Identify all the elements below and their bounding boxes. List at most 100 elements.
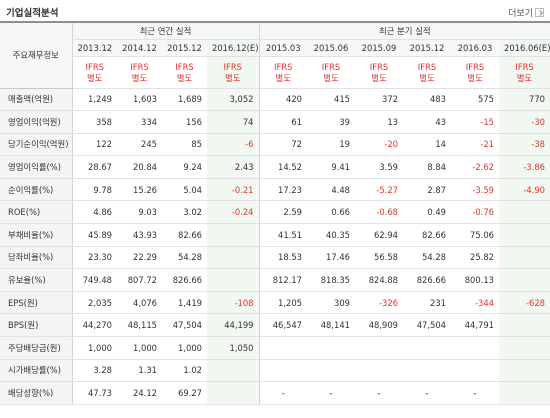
data-cell: [207, 381, 259, 405]
data-cell: -344: [451, 291, 499, 315]
data-cell: 2.87: [403, 178, 451, 202]
data-cell: 826.66: [403, 268, 451, 292]
data-cell: [403, 336, 451, 360]
data-cell: 17.46: [307, 246, 355, 270]
row-label: 유보율(%): [0, 268, 72, 292]
row-label: 순이익률(%): [0, 178, 72, 202]
ifrs-badge: IFRS 별도: [403, 56, 451, 89]
ifrs-badge: IFRS 별도: [451, 56, 499, 89]
data-cell: 415: [307, 88, 355, 112]
ifrs-line2: 별도: [419, 72, 435, 83]
arrow-right-icon: [535, 8, 544, 17]
data-cell: 28.67: [71, 155, 117, 179]
period-header: 2015.06: [307, 39, 355, 57]
ifrs-badge: IFRS 별도: [258, 56, 307, 89]
data-cell: 2.59: [258, 200, 307, 225]
more-link[interactable]: 더보기: [508, 6, 544, 19]
data-cell: 3.02: [162, 200, 207, 225]
data-cell: 48,115: [117, 313, 162, 338]
data-cell: -5.27: [355, 178, 403, 202]
data-cell: 2,035: [71, 291, 117, 315]
row-label: ROE(%): [0, 200, 72, 225]
table-row: ROE(%) 4.86 9.03 3.02 -0.24 2.59 0.66 -0.68 0.49…: [0, 200, 550, 225]
data-cell: [207, 223, 259, 247]
row-label: 당기순이익(억원): [0, 133, 72, 157]
data-cell: 309: [307, 291, 355, 315]
period-header: 2015.03: [258, 39, 307, 57]
period-header: 2014.12: [117, 39, 162, 57]
data-cell: [499, 359, 550, 383]
ifrs-line1: IFRS: [417, 61, 437, 72]
ifrs-line2: 별도: [275, 72, 291, 83]
table-row: BPS(원) 44,270 48,115 47,504 44,199 46,547 48,1…: [0, 313, 550, 338]
ifrs-line1: IFRS: [223, 61, 242, 72]
data-cell: 69.27: [162, 381, 207, 405]
data-cell: 44,791: [451, 313, 499, 338]
table-row: 당기순이익(억원) 122 245 85 -6 72 19 -20 14 -21 -38: [0, 133, 550, 157]
data-cell: 41.51: [258, 223, 307, 247]
data-cell: 74: [207, 110, 259, 134]
data-cell: [499, 268, 550, 292]
data-cell: 1.31: [117, 359, 162, 383]
data-cell: 15.26: [117, 178, 162, 202]
data-cell: -3.59: [451, 178, 499, 202]
row-label: 영업이익(억원): [0, 110, 72, 134]
data-cell: 1,000: [117, 336, 162, 360]
period-header: 2016.12(E): [207, 39, 259, 57]
data-cell: 25.82: [451, 246, 499, 270]
data-cell: [307, 336, 355, 360]
data-cell: -: [307, 381, 355, 405]
data-cell: 8.84: [403, 155, 451, 179]
data-cell: 245: [117, 133, 162, 157]
data-cell: -38: [499, 133, 550, 157]
data-cell: [499, 381, 550, 405]
ifrs-badge: IFRS 별도: [117, 56, 162, 89]
data-cell: -0.68: [355, 200, 403, 225]
ifrs-line1: IFRS: [130, 61, 149, 72]
data-cell: 3,052: [207, 88, 259, 112]
data-cell: 14.52: [258, 155, 307, 179]
ifrs-line1: IFRS: [274, 61, 293, 72]
data-cell: 43: [403, 110, 451, 134]
table-row: 영업이익(억원) 358 334 156 74 61 39 13 43 -15 -30: [0, 110, 550, 134]
period-header: 2015.09: [355, 39, 403, 57]
data-cell: 17.23: [258, 178, 307, 202]
data-cell: 18.53: [258, 246, 307, 270]
period-header: 2015.12: [403, 39, 451, 57]
data-cell: 1,000: [71, 336, 117, 360]
data-cell: 231: [403, 291, 451, 315]
data-cell: 9.24: [162, 155, 207, 179]
more-label: 더보기: [508, 9, 533, 19]
data-cell: 72: [258, 133, 307, 157]
data-cell: 19: [307, 133, 355, 157]
data-cell: 13: [355, 110, 403, 134]
data-cell: [207, 246, 259, 270]
table-row: 유보율(%) 749.48 807.72 826.66 812.17 818.35 824.…: [0, 268, 550, 292]
data-cell: -326: [355, 291, 403, 315]
data-cell: 0.49: [403, 200, 451, 225]
ifrs-line2: 별도: [87, 72, 103, 83]
data-cell: 3.28: [71, 359, 117, 383]
data-cell: -4.90: [499, 178, 550, 202]
table-row: 배당성향(%) 47.73 24.12 69.27- - - - -: [0, 381, 550, 405]
data-cell: 47,504: [403, 313, 451, 338]
data-cell: 47.73: [71, 381, 117, 405]
data-cell: [499, 246, 550, 270]
data-cell: 770: [499, 88, 550, 112]
data-cell: 2.43: [207, 155, 259, 179]
table-row: 당좌비율(%) 23.30 22.29 54.28 18.53 17.46 56.58 54.…: [0, 246, 550, 270]
period-header: 2015.12: [162, 39, 207, 57]
period-header: 2016.06(E): [499, 39, 550, 57]
data-cell: 54.28: [162, 246, 207, 270]
ifrs-line1: IFRS: [175, 61, 194, 72]
data-cell: -: [355, 381, 403, 405]
data-cell: -2.62: [451, 155, 499, 179]
table-row: 영업이익률(%) 28.67 20.84 9.24 2.43 14.52 9.41 3.59 8…: [0, 155, 550, 179]
ifrs-line1: IFRS: [515, 61, 534, 72]
table-row: 주당배당금(원) 1,000 1,000 1,000 1,050: [0, 336, 550, 360]
data-cell: 575: [451, 88, 499, 112]
quarter-group-header: 최근 분기 실적: [258, 21, 550, 40]
data-cell: -108: [207, 291, 259, 315]
data-cell: 1,419: [162, 291, 207, 315]
